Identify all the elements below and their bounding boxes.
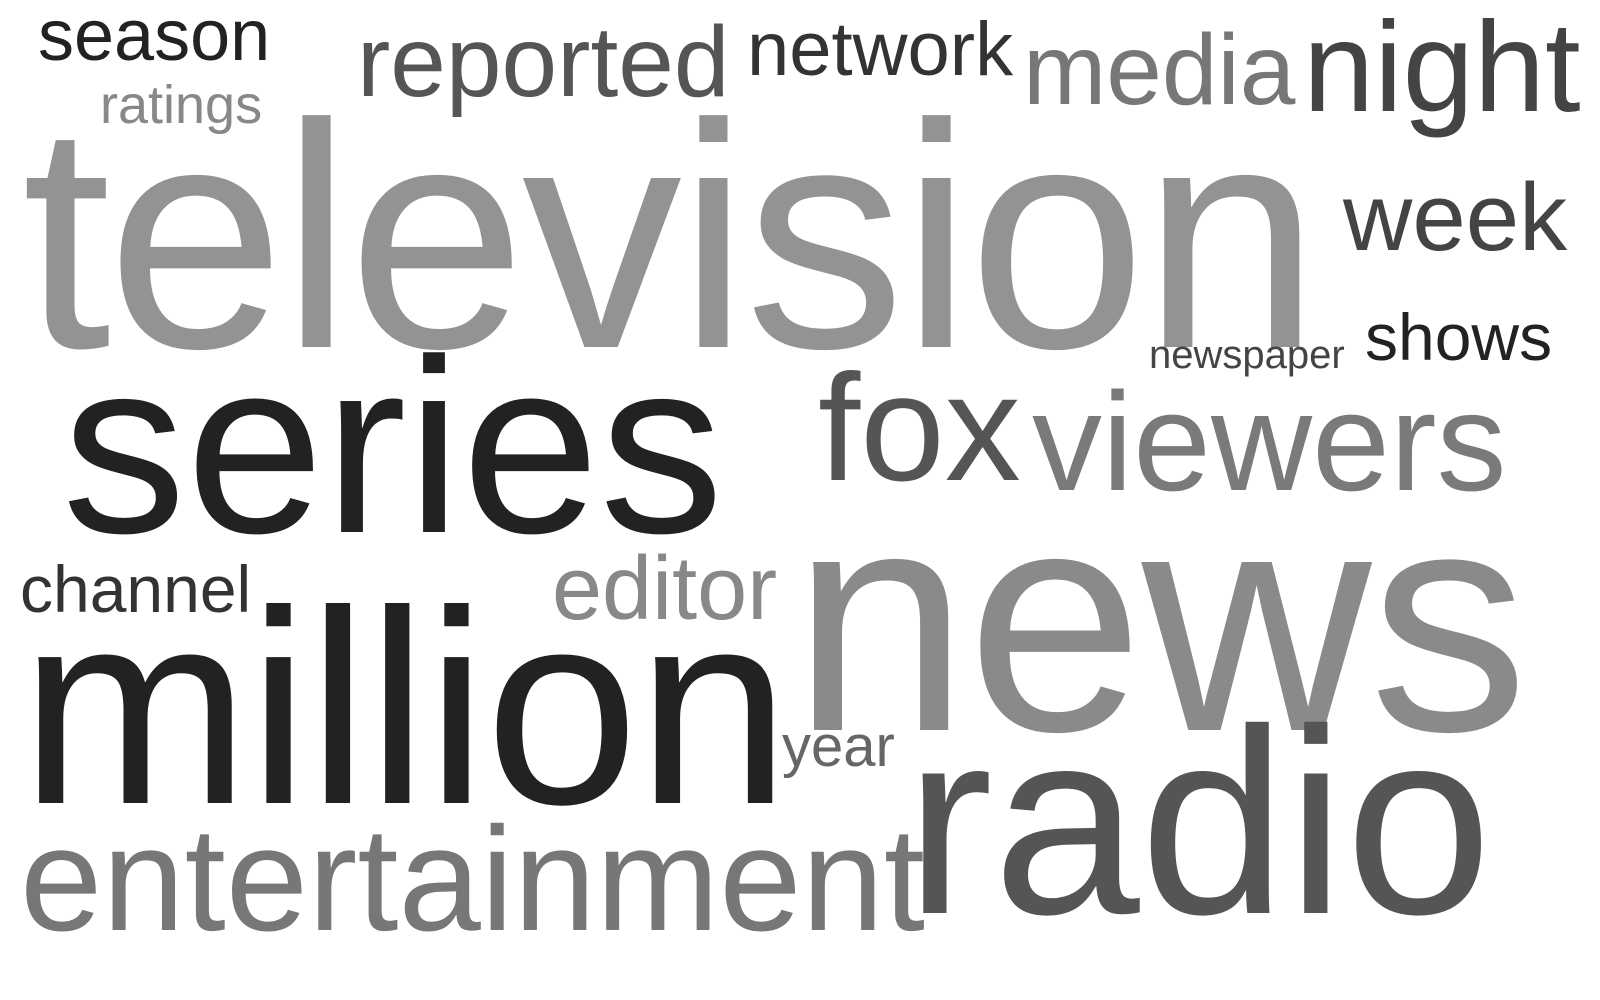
- word-media: media: [1023, 14, 1296, 126]
- word-ratings: ratings: [100, 75, 263, 135]
- word-shows: shows: [1365, 300, 1553, 374]
- word-editor: editor: [552, 539, 778, 639]
- word-television: television: [22, 57, 1320, 415]
- word-series: series: [62, 307, 724, 585]
- word-reported: reported: [357, 6, 730, 118]
- word-channel: channel: [20, 552, 252, 626]
- word-night: night: [1303, 0, 1581, 139]
- word-entertainment: entertainment: [20, 797, 925, 962]
- word-week: week: [1343, 164, 1568, 271]
- word-fox: fox: [818, 343, 1021, 513]
- word-network: network: [747, 7, 1014, 92]
- word-news: news: [792, 443, 1528, 798]
- word-year: year: [782, 714, 895, 779]
- word-newspaper: newspaper: [1149, 333, 1345, 377]
- word-season: season: [38, 0, 271, 76]
- word-viewers: viewers: [1032, 363, 1507, 520]
- word-radio: radio: [905, 674, 1493, 969]
- word-million: million: [20, 554, 790, 862]
